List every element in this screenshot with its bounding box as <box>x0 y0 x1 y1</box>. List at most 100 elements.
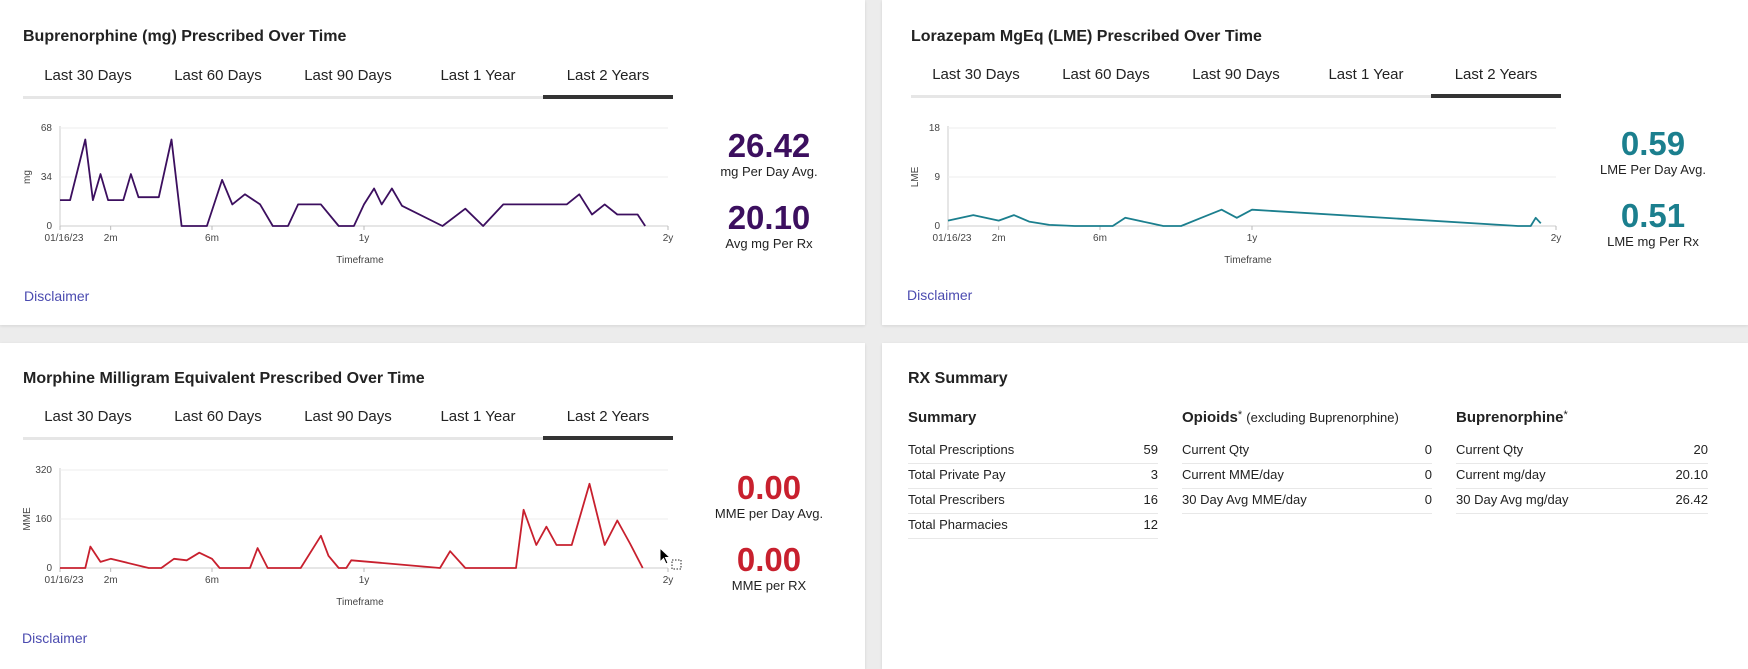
tab-last-2-years[interactable]: Last 2 Years <box>543 66 673 99</box>
mme-card: Morphine Milligram Equivalent Prescribed… <box>0 343 865 669</box>
disclaimer-link[interactable]: Disclaimer <box>907 287 973 303</box>
x-tick-label: 2y <box>663 575 674 586</box>
card-title: Buprenorphine (mg) Prescribed Over Time <box>23 28 347 45</box>
lorazepam-chart: 0 9 18 01/16/23 2m 6m 1y 2y LME Timeframe <box>906 118 1574 298</box>
per-day-avg-stat: 26.42 mg Per Day Avg. <box>694 127 844 180</box>
x-tick-label: 01/16/23 <box>933 233 972 244</box>
x-tick-label: 6m <box>205 233 219 244</box>
y-tick-label: 34 <box>41 172 53 183</box>
buprenorphine-heading: Buprenorphine* <box>1456 409 1568 426</box>
y-axis-label: mg <box>22 170 33 184</box>
x-axis-label: Timeframe <box>336 597 384 608</box>
stat-value: 26.42 <box>727 127 811 164</box>
stat-value: 0.59 <box>1620 125 1686 162</box>
stat-label: MME per Day Avg. <box>714 506 824 521</box>
x-tick-label: 1y <box>1247 233 1258 244</box>
timeframe-tabs: Last 30 Days Last 60 Days Last 90 Days L… <box>23 407 673 440</box>
mouse-pointer-icon <box>659 547 682 570</box>
summary-column: Summary Total Prescriptions 59 Total Priv… <box>908 409 1158 539</box>
x-axis-label: Timeframe <box>1224 255 1272 266</box>
stat-label: MME per RX <box>731 578 807 593</box>
table-row: Total Private Pay 3 <box>908 464 1158 489</box>
table-row: Current MME/day 0 <box>1182 464 1432 489</box>
x-tick-label: 1y <box>359 575 370 586</box>
y-tick-label: 9 <box>934 172 940 183</box>
y-axis-label: LME <box>910 166 921 187</box>
buprenorphine-column: Buprenorphine* Current Qty 20 Current mg/… <box>1456 409 1708 514</box>
opioids-heading: Opioids* (excluding Buprenorphine) <box>1182 409 1399 426</box>
table-row: Total Pharmacies 12 <box>908 514 1158 539</box>
tab-last-60-days[interactable]: Last 60 Days <box>174 408 262 425</box>
chart-svg: 0 160 320 01/16/23 2m 6m 1y 2y MME Timeframe <box>22 465 674 608</box>
y-tick-label: 0 <box>46 221 52 232</box>
card-title: Morphine Milligram Equivalent Prescribed… <box>23 370 425 387</box>
stat-value: 0.51 <box>1620 197 1686 234</box>
per-rx-stat: 0.00 MME per RX <box>694 541 844 594</box>
per-day-avg-stat: 0.59 LME Per Day Avg. <box>1578 125 1728 178</box>
tab-last-90-days[interactable]: Last 90 Days <box>1192 66 1280 83</box>
table-row: Current Qty 0 <box>1182 439 1432 464</box>
tab-last-1-year[interactable]: Last 1 Year <box>440 67 516 84</box>
tab-last-30-days[interactable]: Last 30 Days <box>932 66 1020 83</box>
buprenorphine-chart: 0 34 68 01/16/23 2m 6m 1y 2y mg Timeframe <box>18 118 686 298</box>
tab-last-1-year[interactable]: Last 1 Year <box>440 408 516 425</box>
tab-last-90-days[interactable]: Last 90 Days <box>304 67 392 84</box>
avg-per-rx-stat: 20.10 Avg mg Per Rx <box>694 199 844 252</box>
chart-svg: 0 34 68 01/16/23 2m 6m 1y 2y mg Timeframe <box>22 123 674 266</box>
timeframe-tabs: Last 30 Days Last 60 Days Last 90 Days L… <box>911 65 1561 98</box>
series-line <box>947 208 1542 227</box>
timeframe-tabs: Last 30 Days Last 60 Days Last 90 Days L… <box>23 66 673 99</box>
x-tick-label: 01/16/23 <box>45 575 84 586</box>
opioids-column: Opioids* (excluding Buprenorphine) Curre… <box>1182 409 1432 514</box>
stat-label: mg Per Day Avg. <box>720 164 818 179</box>
y-tick-label: 320 <box>35 465 52 476</box>
table-row: Total Prescribers 16 <box>908 489 1158 514</box>
x-tick-label: 2y <box>1551 233 1562 244</box>
card-title: Lorazepam MgEq (LME) Prescribed Over Tim… <box>911 28 1262 45</box>
per-day-avg-stat: 0.00 MME per Day Avg. <box>694 469 844 522</box>
series-line <box>60 138 646 227</box>
stat-label: LME mg Per Rx <box>1607 234 1699 249</box>
y-axis-label: MME <box>22 507 33 531</box>
buprenorphine-card: Buprenorphine (mg) Prescribed Over Time … <box>0 0 865 325</box>
table-row: Current Qty 20 <box>1456 439 1708 464</box>
x-tick-label: 2m <box>104 233 118 244</box>
y-tick-label: 68 <box>41 123 53 134</box>
disclaimer-link[interactable]: Disclaimer <box>22 630 88 646</box>
x-tick-label: 2y <box>663 233 674 244</box>
disclaimer-link[interactable]: Disclaimer <box>24 288 90 304</box>
mme-chart: 0 160 320 01/16/23 2m 6m 1y 2y MME Timeframe <box>18 460 686 640</box>
table-row: Total Prescriptions 59 <box>908 439 1158 464</box>
tab-last-60-days[interactable]: Last 60 Days <box>1062 66 1150 83</box>
x-tick-label: 2m <box>992 233 1006 244</box>
stat-label: Avg mg Per Rx <box>725 236 813 251</box>
tab-last-2-years[interactable]: Last 2 Years <box>543 407 673 440</box>
tab-last-2-years[interactable]: Last 2 Years <box>1431 65 1561 98</box>
series-line <box>60 482 644 569</box>
stat-value: 0.00 <box>736 469 802 506</box>
chart-svg: 0 9 18 01/16/23 2m 6m 1y 2y LME Timeframe <box>910 123 1562 266</box>
x-axis-label: Timeframe <box>336 255 384 266</box>
card-title: RX Summary <box>908 370 1008 387</box>
table-row: 30 Day Avg MME/day 0 <box>1182 489 1432 514</box>
table-row: Current mg/day 20.10 <box>1456 464 1708 489</box>
stat-value: 0.00 <box>736 541 802 578</box>
x-tick-label: 6m <box>205 575 219 586</box>
table-row: 30 Day Avg mg/day 26.42 <box>1456 489 1708 514</box>
per-rx-stat: 0.51 LME mg Per Rx <box>1578 197 1728 250</box>
y-tick-label: 0 <box>46 563 52 574</box>
stat-value: 20.10 <box>727 199 811 236</box>
tab-last-60-days[interactable]: Last 60 Days <box>174 67 262 84</box>
tab-last-1-year[interactable]: Last 1 Year <box>1328 66 1404 83</box>
summary-heading: Summary <box>908 409 977 426</box>
lorazepam-card: Lorazepam MgEq (LME) Prescribed Over Tim… <box>882 0 1748 325</box>
y-tick-label: 18 <box>929 123 941 134</box>
x-tick-label: 1y <box>359 233 370 244</box>
rx-summary-card: RX Summary Summary Total Prescriptions 59… <box>882 343 1748 669</box>
tab-last-30-days[interactable]: Last 30 Days <box>44 67 132 84</box>
tab-last-90-days[interactable]: Last 90 Days <box>304 408 392 425</box>
tab-last-30-days[interactable]: Last 30 Days <box>44 408 132 425</box>
x-tick-label: 2m <box>104 575 118 586</box>
stat-label: LME Per Day Avg. <box>1600 162 1706 177</box>
x-tick-label: 6m <box>1093 233 1107 244</box>
